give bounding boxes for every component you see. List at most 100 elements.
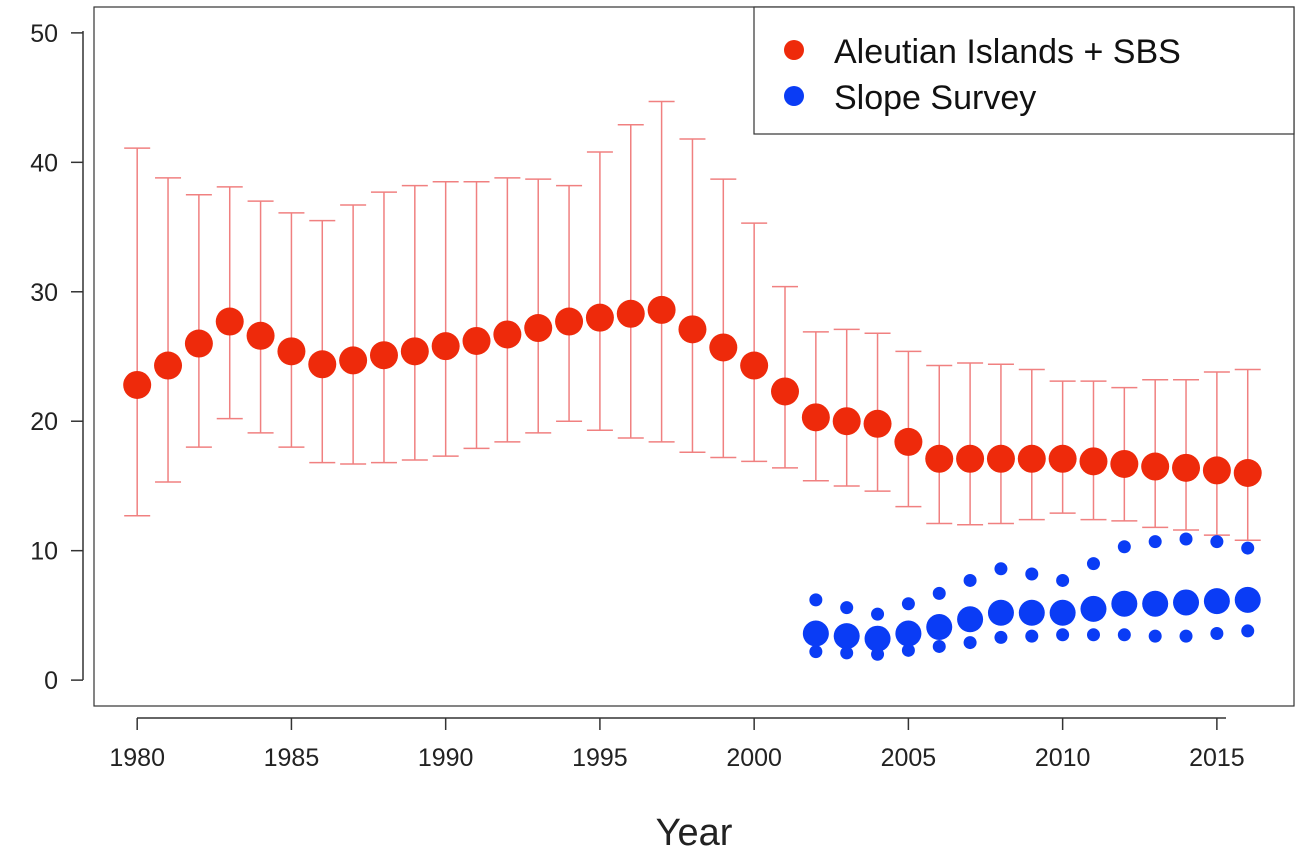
aleutian-point	[832, 407, 861, 436]
x-tick-label: 1995	[572, 744, 628, 772]
aleutian-point	[894, 427, 923, 456]
y-tick-label: 0	[44, 667, 58, 695]
slope-point	[1234, 586, 1261, 613]
slope-upper-point	[1086, 557, 1100, 571]
aleutian-point	[647, 295, 676, 324]
slope-point	[1111, 590, 1138, 617]
plot-frame	[93, 6, 1295, 707]
slope-lower-point	[1117, 628, 1131, 642]
aleutian-point	[308, 350, 337, 379]
slope-lower-point	[1210, 627, 1224, 641]
slope-point	[957, 606, 984, 633]
legend-marker-aleutian	[784, 40, 804, 60]
aleutian-point	[801, 403, 830, 432]
x-tick-label: 2000	[726, 744, 782, 772]
legend-box	[753, 6, 1295, 135]
aleutian-point	[1079, 447, 1108, 476]
legend: Aleutian Islands + SBS Slope Survey	[753, 6, 1295, 135]
slope-upper-point	[901, 597, 915, 611]
y-tick-label: 30	[30, 279, 58, 307]
slope-lower-point	[932, 639, 946, 653]
slope-point	[926, 614, 953, 641]
aleutian-point	[493, 320, 522, 349]
y-tick-label: 20	[30, 408, 58, 436]
x-axis: 1980 1985 1990 1995 2000 2005 2010 2015	[109, 717, 1245, 772]
aleutian-point	[462, 326, 491, 355]
slope-upper-point	[1025, 567, 1039, 581]
y-axis: 0 10 20 30 40 50	[30, 20, 84, 695]
aleutian-point	[246, 321, 275, 350]
slope-point	[1049, 599, 1076, 626]
slope-point	[895, 620, 922, 647]
slope-lower-point	[994, 630, 1008, 644]
aleutian-point	[339, 346, 368, 375]
data-points	[123, 295, 1262, 661]
slope-upper-point	[1179, 532, 1193, 546]
aleutian-point	[215, 307, 244, 336]
aleutian-point	[184, 329, 213, 358]
aleutian-point	[616, 299, 645, 328]
aleutian-point	[709, 333, 738, 362]
x-axis-title: Year	[656, 812, 733, 851]
slope-point	[833, 623, 860, 650]
aleutian-point	[555, 307, 584, 336]
aleutian-point	[431, 332, 460, 361]
slope-lower-point	[809, 645, 823, 659]
aleutian-point	[863, 409, 892, 438]
aleutian-point	[1141, 452, 1170, 481]
slope-lower-point	[1241, 624, 1255, 638]
slope-lower-point	[1025, 629, 1039, 643]
slope-lower-point	[840, 646, 854, 660]
slope-lower-point	[901, 643, 915, 657]
slope-upper-point	[809, 593, 823, 607]
slope-upper-point	[994, 562, 1008, 576]
slope-upper-point	[871, 607, 885, 621]
y-tick-label: 40	[30, 149, 58, 177]
aleutian-point	[1017, 444, 1046, 473]
y-tick-label: 50	[30, 20, 58, 48]
aleutian-point	[740, 351, 769, 380]
slope-upper-point	[1210, 535, 1224, 549]
aleutian-point	[585, 303, 614, 332]
slope-lower-point	[1056, 628, 1070, 642]
legend-label-aleutian: Aleutian Islands + SBS	[834, 33, 1181, 71]
slope-point	[1142, 590, 1169, 617]
legend-marker-slope	[784, 86, 804, 106]
slope-upper-point	[840, 601, 854, 615]
slope-upper-point	[1117, 540, 1131, 554]
aleutian-point	[1110, 449, 1139, 478]
slope-upper-point	[1056, 573, 1070, 587]
aleutian-point	[400, 337, 429, 366]
aleutian-point	[1048, 444, 1077, 473]
aleutian-point	[1233, 459, 1262, 487]
x-tick-label: 1990	[418, 744, 474, 772]
aleutian-point	[123, 370, 152, 399]
y-tick-label: 10	[30, 538, 58, 566]
x-tick-label: 2005	[881, 744, 937, 772]
x-tick-label: 2010	[1035, 744, 1091, 772]
slope-lower-point	[1086, 628, 1100, 642]
aleutian-point	[678, 315, 707, 344]
slope-upper-point	[963, 573, 977, 587]
aleutian-point	[925, 444, 954, 473]
x-tick-label: 2015	[1189, 744, 1245, 772]
aleutian-point	[771, 377, 800, 406]
legend-label-slope: Slope Survey	[834, 79, 1036, 117]
slope-point	[987, 599, 1014, 626]
slope-upper-point	[1241, 541, 1255, 555]
aleutian-point	[524, 314, 553, 343]
x-tick-label: 1980	[109, 744, 165, 772]
slope-upper-point	[1148, 535, 1162, 549]
aleutian-point	[986, 444, 1015, 473]
x-tick-label: 1985	[264, 744, 320, 772]
slope-lower-point	[1179, 629, 1193, 643]
aleutian-point	[277, 337, 306, 366]
slope-point	[864, 625, 891, 652]
aleutian-point	[369, 341, 398, 370]
slope-point	[802, 620, 829, 647]
slope-upper-point	[932, 586, 946, 600]
slope-lower-point	[1148, 629, 1162, 643]
aleutian-point	[956, 444, 985, 473]
slope-lower-point	[963, 636, 977, 650]
